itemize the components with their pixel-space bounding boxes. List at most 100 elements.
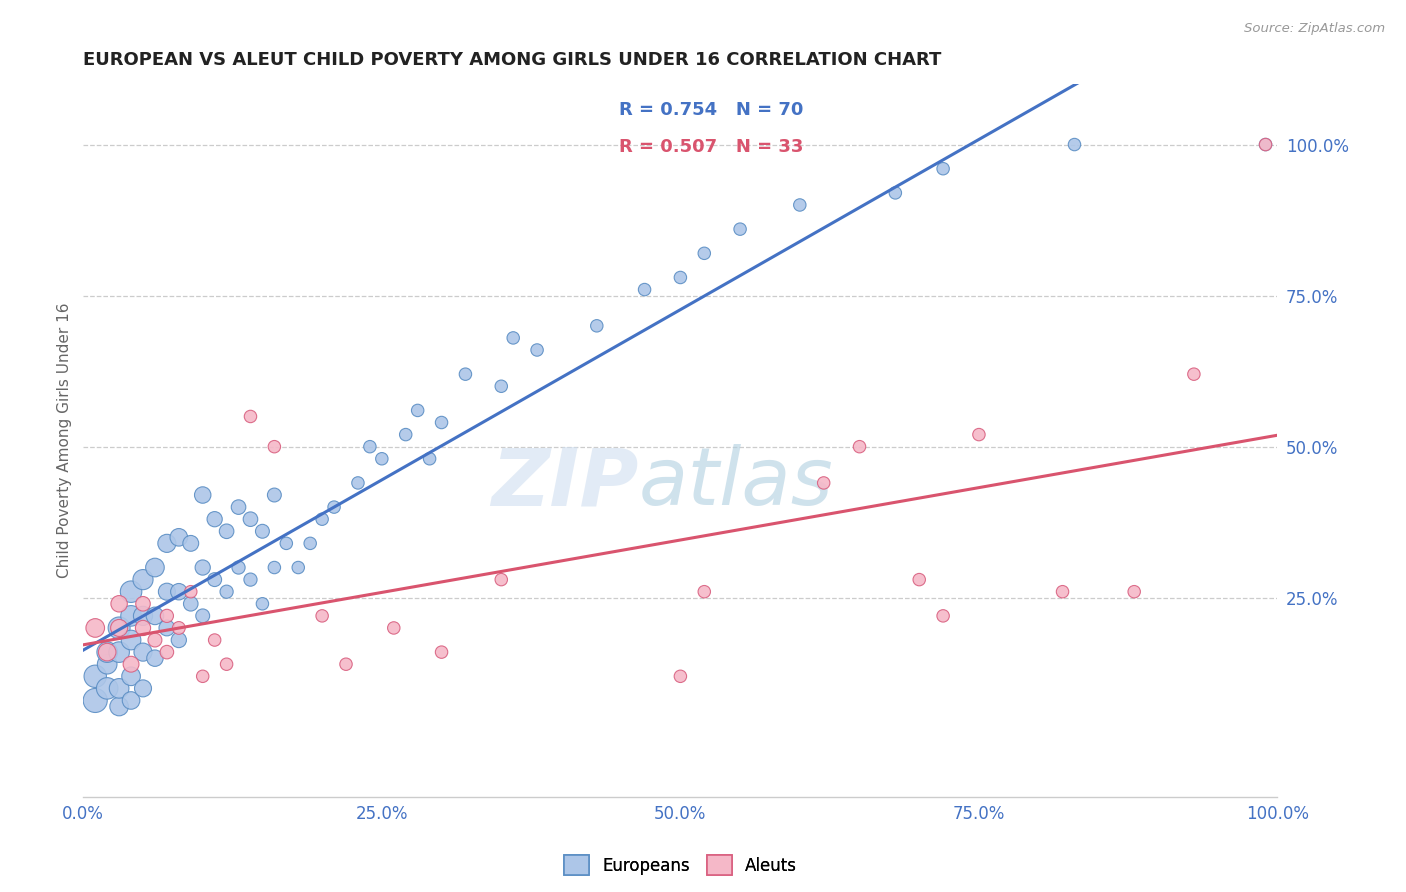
Point	[884, 186, 907, 200]
Text: EUROPEAN VS ALEUT CHILD POVERTY AMONG GIRLS UNDER 16 CORRELATION CHART: EUROPEAN VS ALEUT CHILD POVERTY AMONG GI…	[83, 51, 942, 69]
Point	[156, 536, 179, 550]
Text: Source: ZipAtlas.com: Source: ZipAtlas.com	[1244, 22, 1385, 36]
Point	[120, 693, 142, 707]
Point	[932, 608, 955, 623]
Point	[395, 427, 418, 442]
Point	[108, 681, 131, 696]
Point	[252, 524, 274, 539]
Point	[252, 597, 274, 611]
Point	[1123, 584, 1146, 599]
Point	[813, 475, 835, 490]
Point	[132, 681, 155, 696]
Point	[120, 584, 142, 599]
Text: ZIP: ZIP	[491, 444, 638, 523]
Point	[108, 621, 131, 635]
Point	[96, 657, 118, 672]
Point	[96, 645, 118, 659]
Point	[693, 246, 716, 260]
Point	[239, 512, 262, 526]
Point	[96, 681, 118, 696]
Point	[180, 584, 202, 599]
Point	[215, 524, 238, 539]
Point	[215, 657, 238, 672]
Point	[84, 693, 107, 707]
Point	[156, 645, 179, 659]
Point	[239, 409, 262, 424]
Point	[382, 621, 405, 635]
Point	[848, 440, 870, 454]
Point	[430, 645, 453, 659]
Point	[406, 403, 429, 417]
Point	[276, 536, 298, 550]
Text: R = 0.754   N = 70: R = 0.754 N = 70	[619, 101, 803, 119]
Point	[491, 573, 513, 587]
Point	[359, 440, 381, 454]
Point	[335, 657, 357, 672]
Point	[263, 440, 285, 454]
Point	[228, 500, 250, 515]
Point	[167, 633, 190, 648]
Point	[454, 367, 477, 381]
Point	[156, 584, 179, 599]
Point	[204, 633, 226, 648]
Point	[347, 475, 370, 490]
Point	[323, 500, 346, 515]
Point	[585, 318, 607, 333]
Text: atlas: atlas	[638, 444, 834, 523]
Point	[311, 512, 333, 526]
Point	[132, 621, 155, 635]
Point	[311, 608, 333, 623]
Point	[132, 597, 155, 611]
Point	[120, 633, 142, 648]
Point	[143, 651, 166, 665]
Point	[143, 560, 166, 574]
Point	[84, 669, 107, 683]
Point	[108, 597, 131, 611]
Point	[669, 270, 692, 285]
Point	[1182, 367, 1205, 381]
Point	[669, 669, 692, 683]
Y-axis label: Child Poverty Among Girls Under 16: Child Poverty Among Girls Under 16	[58, 303, 72, 578]
Point	[908, 573, 931, 587]
Point	[191, 669, 214, 683]
Point	[156, 608, 179, 623]
Point	[633, 283, 655, 297]
Text: R = 0.507   N = 33: R = 0.507 N = 33	[619, 137, 803, 156]
Point	[167, 621, 190, 635]
Point	[263, 488, 285, 502]
Point	[180, 597, 202, 611]
Point	[132, 608, 155, 623]
Point	[132, 573, 155, 587]
Point	[502, 331, 524, 345]
Point	[299, 536, 322, 550]
Point	[120, 669, 142, 683]
Point	[143, 608, 166, 623]
Point	[167, 530, 190, 544]
Point	[693, 584, 716, 599]
Point	[191, 488, 214, 502]
Point	[215, 584, 238, 599]
Point	[180, 536, 202, 550]
Point	[287, 560, 309, 574]
Point	[191, 608, 214, 623]
Point	[526, 343, 548, 357]
Point	[263, 560, 285, 574]
Point	[239, 573, 262, 587]
Point	[932, 161, 955, 176]
Point	[430, 416, 453, 430]
Point	[120, 608, 142, 623]
Point	[1063, 137, 1085, 152]
Point	[967, 427, 990, 442]
Point	[108, 699, 131, 714]
Point	[120, 657, 142, 672]
Point	[491, 379, 513, 393]
Point	[1052, 584, 1074, 599]
Point	[371, 451, 394, 466]
Point	[132, 645, 155, 659]
Legend: Europeans, Aleuts: Europeans, Aleuts	[557, 848, 804, 882]
Point	[191, 560, 214, 574]
Point	[728, 222, 751, 236]
Point	[143, 633, 166, 648]
Point	[789, 198, 811, 212]
Point	[108, 621, 131, 635]
